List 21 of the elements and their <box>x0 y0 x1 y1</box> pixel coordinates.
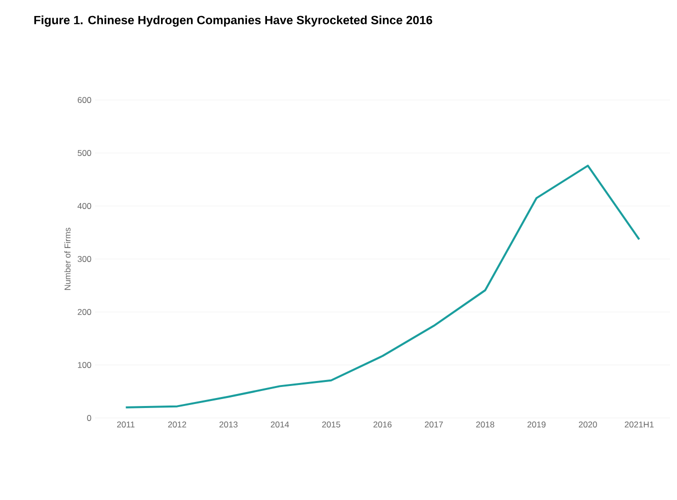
y-tick-label: 400 <box>78 202 92 209</box>
x-tick-label: 2018 <box>476 422 494 428</box>
line-series <box>124 164 640 408</box>
x-tick-label: 2021H1 <box>624 422 654 428</box>
x-tick-label: 2019 <box>528 422 546 428</box>
y-tick-label: 600 <box>78 96 92 103</box>
x-tick-label: 2011 <box>117 422 134 428</box>
x-tick-label: 2016 <box>374 422 392 428</box>
x-tick-label: 2015 <box>322 422 340 428</box>
x-tick-label: 2013 <box>219 422 238 428</box>
y-tick-label: 500 <box>78 150 92 156</box>
x-tick-label: 2012 <box>168 422 186 428</box>
x-tick-label: 2020 <box>578 422 597 428</box>
y-tick-label: 200 <box>78 308 92 315</box>
y-tick-label: 300 <box>78 256 92 262</box>
y-axis-title: Number of Firms <box>64 228 71 290</box>
chart-title: Figure 1. Chinese Hydrogen Companies Have Skyrocketed Since 2016 <box>34 16 432 27</box>
y-tick-label: 100 <box>78 362 92 368</box>
x-tick-label: 2014 <box>270 422 290 428</box>
y-tick-label: 0 <box>87 414 92 421</box>
x-tick-label: 2017 <box>424 422 443 428</box>
